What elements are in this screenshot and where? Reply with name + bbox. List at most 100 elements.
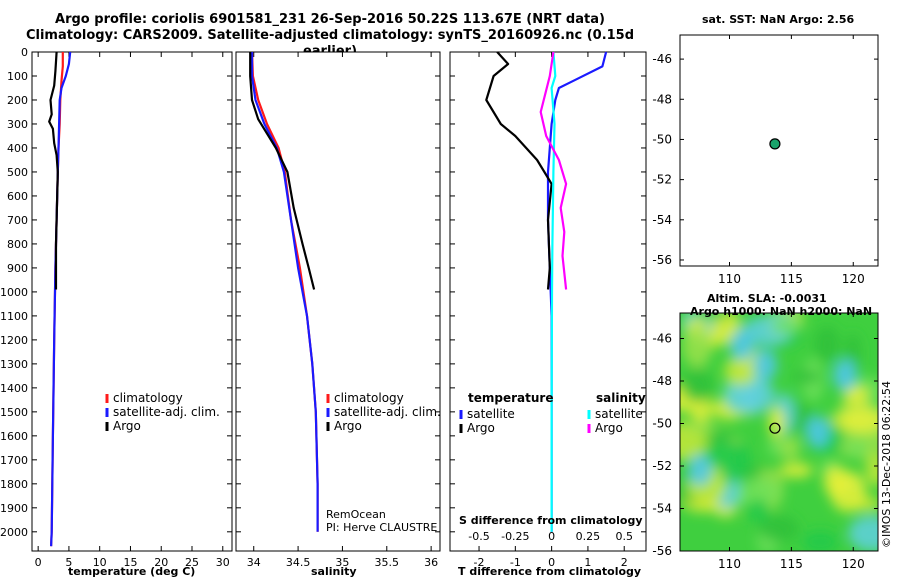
difference-series-satellite — [546, 51, 608, 532]
sla_map-frame — [679, 312, 879, 552]
salinity-xtick-label: 35 — [335, 556, 349, 569]
sla-map-blob — [681, 368, 714, 403]
sst_map-ytick-label: -46 — [652, 52, 672, 66]
sla-map-cyan-patch — [730, 329, 754, 361]
depth-tick-label: 400 — [7, 142, 28, 155]
sla-map-blob — [723, 355, 759, 386]
sla-map-blob — [732, 443, 751, 476]
difference-xlabel: T difference from climatology — [458, 565, 642, 578]
salinity-xtick-label: 36 — [424, 556, 438, 569]
sla-map-blob — [747, 499, 770, 523]
difference-top-tick-label: 0.5 — [615, 530, 633, 543]
sla-map-blob — [814, 326, 840, 363]
sla_map-ytick-label: -54 — [652, 502, 672, 516]
sla-map-cyan-patch — [806, 416, 830, 448]
salinity-xtick-label: 34 — [247, 556, 261, 569]
temperature-frame — [31, 51, 233, 552]
temperature-xtick-label: 30 — [216, 556, 230, 569]
sst_map-ytick-label: -48 — [652, 92, 672, 106]
temperature-legend-label: climatology — [113, 391, 183, 405]
sla-map-blob — [686, 420, 718, 433]
sla-map-blob — [801, 530, 840, 551]
imos-side-label: ©IMOS 13-Dec-2018 06:22:54 — [880, 381, 893, 548]
sla-map-blob — [779, 462, 813, 478]
temperature-xtick-label: 15 — [123, 556, 137, 569]
sst_map-xtick-label: 115 — [780, 272, 803, 286]
depth-tick-label: 600 — [7, 190, 28, 203]
depth-tick-label: 1300 — [0, 358, 28, 371]
depth-tick-label: 900 — [7, 262, 28, 275]
sla-map-blob — [839, 407, 878, 434]
sla-map-field — [680, 313, 878, 551]
salinity-annotation-line1: RemOcean — [326, 508, 386, 521]
difference-legend-title-left: temperature — [468, 391, 553, 405]
depth-tick-label: 500 — [7, 166, 28, 179]
sst-map-argo-marker — [769, 138, 781, 150]
temperature-xtick-label: 5 — [65, 556, 72, 569]
difference-xtick-label: -1 — [510, 556, 521, 569]
difference-xtick-label: -2 — [474, 556, 485, 569]
salinity-legend-label: climatology — [334, 391, 404, 405]
depth-tick-label: 1600 — [0, 430, 28, 443]
sla_map-xtick-label: 110 — [718, 557, 741, 571]
temperature-xtick-label: 20 — [154, 556, 168, 569]
depth-tick-label: 0 — [21, 46, 28, 59]
sla-map-title-1: Altim. SLA: -0.0031 — [707, 292, 827, 305]
temperature-xtick-label: 0 — [35, 556, 42, 569]
salinity-series-satellite — [250, 52, 319, 532]
salinity-xtick-label: 35.5 — [375, 556, 400, 569]
sla-map-blob — [688, 397, 713, 422]
sla-map-blob — [724, 376, 776, 415]
depth-tick-label: 1700 — [0, 454, 28, 467]
sst_map-ytick-label: -54 — [652, 213, 672, 227]
depth-tick-label: 200 — [7, 94, 28, 107]
sla-map-cyan-patch — [753, 349, 777, 381]
sst_map-xtick-label: 110 — [718, 272, 741, 286]
sla-map-cyan-patch — [833, 359, 857, 391]
sst_map-xtick-label: 120 — [842, 272, 865, 286]
difference-legend-title-right: salinity — [596, 391, 646, 405]
salinity-xlabel: salinity — [311, 565, 357, 578]
sla_map-xtick-label: 115 — [780, 557, 803, 571]
sla-map-blobs — [680, 313, 878, 551]
sla-map-blob — [865, 452, 878, 487]
depth-tick-label: 1500 — [0, 406, 28, 419]
sla_map-ytick-label: -56 — [652, 544, 672, 558]
difference-series-sal_argo — [539, 51, 568, 290]
sst_map-frame — [679, 34, 879, 267]
temperature-xtick-label: 10 — [93, 556, 107, 569]
sst_map-ytick-label: -50 — [652, 132, 672, 146]
sla-map-blob — [843, 385, 869, 405]
depth-tick-label: 100 — [7, 70, 28, 83]
depth-tick-label: 1200 — [0, 334, 28, 347]
difference-top-tick-label: 0 — [548, 530, 555, 543]
depth-tick-label: 1900 — [0, 502, 28, 515]
depth-tick-label: 300 — [7, 118, 28, 131]
depth-tick-label: 700 — [7, 214, 28, 227]
title-line-1: Argo profile: coriolis 6901581_231 26-Se… — [55, 12, 605, 27]
sla-map-blob — [693, 313, 732, 321]
temperature-legend-label: satellite-adj. clim. — [113, 405, 220, 419]
sla-map-blob — [682, 325, 713, 368]
depth-tick-label: 800 — [7, 238, 28, 251]
sla-map-blob — [758, 515, 799, 543]
difference-legend-label: satellite — [467, 407, 515, 421]
temperature-xtick-label: 25 — [185, 556, 199, 569]
sla-map-blob — [770, 317, 804, 335]
salinity-series-argo — [249, 52, 316, 290]
sla_map-ytick-label: -48 — [652, 374, 672, 388]
sla-map-blob — [768, 406, 785, 439]
difference-top-label: S difference from climatology — [459, 514, 643, 527]
sla-map-blob — [829, 471, 867, 513]
sla-map-title-2: Argo h1000: NaN h2000: NaN — [690, 305, 873, 318]
sla-map-blob — [848, 515, 878, 551]
sst-map-background — [680, 35, 878, 266]
temperature-legend-label: Argo — [113, 419, 141, 433]
difference-frame — [449, 51, 647, 552]
depth-tick-label: 1100 — [0, 310, 28, 323]
sla-map-blob — [792, 369, 822, 385]
sla_map-ytick-label: -46 — [652, 332, 672, 346]
temperature-xlabel: temperature (deg C) — [68, 565, 196, 578]
sla_map-xtick-label: 120 — [842, 557, 865, 571]
